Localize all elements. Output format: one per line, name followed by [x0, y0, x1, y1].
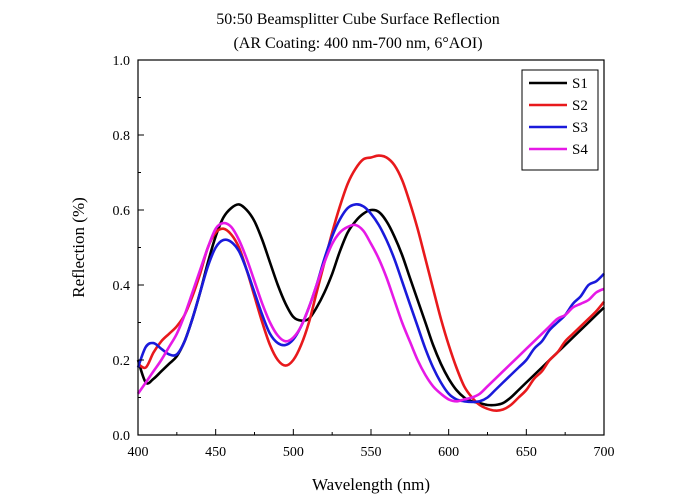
y-axis-label: Reflection (%) [69, 197, 88, 298]
y-tick-label: 0.8 [113, 129, 131, 144]
y-tick-label: 0.0 [113, 429, 131, 444]
x-axis-label: Wavelength (nm) [312, 475, 430, 494]
legend: S1 S2 S3 S4 [521, 69, 599, 171]
x-tick-label: 450 [205, 445, 226, 460]
legend-label-s4: S4 [572, 142, 588, 158]
series-line-s4 [136, 221, 605, 403]
legend-label-s2: S2 [572, 98, 588, 114]
legend-box [521, 69, 599, 171]
y-tick-label: 1.0 [113, 54, 131, 69]
y-tick-label: 0.6 [113, 204, 131, 219]
x-tick-label: 550 [361, 445, 382, 460]
y-axis: 0.0 0.2 0.4 0.6 0.8 1.0 [113, 54, 144, 444]
legend-label-s1: S1 [572, 76, 588, 92]
x-tick-label: 600 [438, 445, 459, 460]
x-tick-label: 500 [283, 445, 304, 460]
plot-area [136, 154, 605, 412]
x-tick-label: 650 [516, 445, 537, 460]
y-tick-label: 0.4 [113, 279, 131, 294]
y-tick-label: 0.2 [113, 354, 131, 369]
x-axis: 400 450 500 550 600 650 700 [128, 429, 615, 460]
legend-label-s3: S3 [572, 120, 588, 136]
x-tick-label: 400 [128, 445, 149, 460]
series-line-s1 [136, 203, 605, 407]
chart-title: 50:50 Beamsplitter Cube Surface Reflecti… [216, 11, 499, 28]
x-tick-label: 700 [594, 445, 615, 460]
chart-subtitle: (AR Coating: 400 nm-700 nm, 6°AOI) [233, 35, 482, 52]
series-line-s3 [136, 203, 605, 404]
series-line-s2 [137, 154, 605, 412]
